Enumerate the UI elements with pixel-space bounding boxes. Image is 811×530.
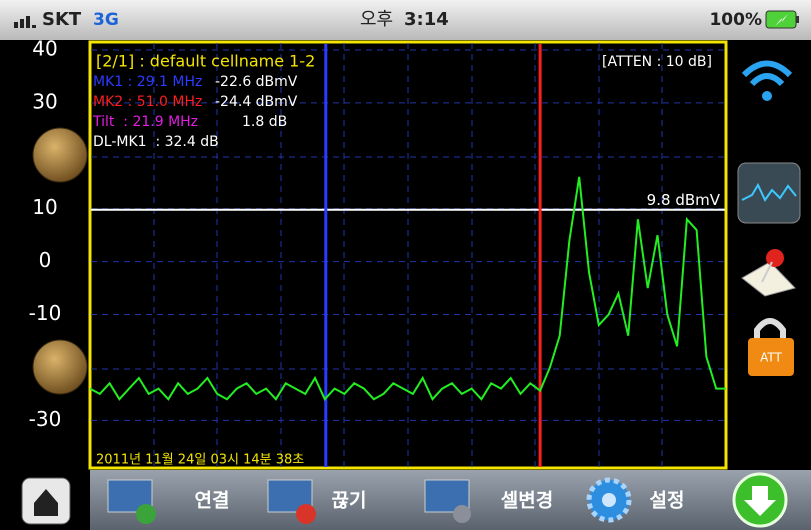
- marker-separator: :: [128, 74, 133, 90]
- settings-icon[interactable]: [589, 480, 629, 520]
- tilt-label: Tilt : 21.9 MHz: [92, 114, 198, 130]
- marker-name: MK2: [93, 94, 123, 110]
- carrier: SKT: [42, 9, 82, 30]
- y-tick-label: 30: [32, 89, 57, 113]
- screen-title: [2/1] : default cellname 1-2: [96, 52, 315, 71]
- up-button[interactable]: [33, 128, 87, 182]
- marker-level: -24.4 dBmV: [215, 94, 298, 110]
- battery-level: 100%: [709, 10, 762, 30]
- marker-separator: :: [128, 94, 133, 110]
- marker-freq: 29.1: [137, 74, 168, 90]
- download-button[interactable]: [734, 474, 786, 526]
- tilt-value: 1.8 dB: [242, 114, 287, 130]
- y-tick-label: 40: [32, 36, 57, 60]
- time-period: 오후: [360, 9, 393, 30]
- toolbar-label[interactable]: 셀변경: [501, 490, 553, 512]
- y-tick-label: 10: [32, 195, 57, 219]
- reference-label: 9.8 dBmV: [647, 190, 721, 208]
- battery-icon: [766, 11, 799, 28]
- atten: [ATTEN : 10 dB]: [602, 54, 712, 70]
- y-tick-label: -10: [29, 301, 62, 325]
- page: SKT 3G 오후 3:14 100% [2/1] : default cell…: [0, 0, 811, 530]
- time: 3:14: [404, 9, 449, 30]
- marker-label: MK2 : 51.0 MHz: [93, 94, 202, 110]
- y-tick-label: 0: [39, 248, 52, 272]
- screen: SKT 3G 오후 3:14 100% [2/1] : default cell…: [0, 0, 811, 530]
- marker-name: MK1: [93, 74, 123, 90]
- down-button[interactable]: [33, 340, 87, 394]
- y-tick-label: -30: [29, 407, 62, 431]
- marker-unit: MHz: [172, 74, 202, 90]
- marker-unit: MHz: [172, 94, 202, 110]
- network: 3G: [93, 10, 119, 30]
- marker-label: MK1 : 29.1 MHz: [93, 74, 202, 90]
- spectrum-icon[interactable]: [738, 163, 800, 223]
- toolbar-label[interactable]: 끊기: [332, 490, 367, 512]
- toolbar-label[interactable]: 설정: [650, 490, 685, 512]
- marker-level: -22.6 dBmV: [215, 74, 298, 90]
- toolbar-label[interactable]: 연결: [195, 490, 230, 512]
- marker-freq: 51.0: [137, 94, 168, 110]
- reference-unit: dBmV: [675, 190, 720, 208]
- att-label[interactable]: ATT: [760, 351, 782, 365]
- timestamp: 2011년 11월 24일 03시 14분 38초: [96, 453, 304, 468]
- dl-mk1: DL-MK1 : 32.4 dB: [93, 134, 219, 150]
- reference-value: 9.8: [647, 190, 671, 208]
- home-button[interactable]: [22, 478, 70, 524]
